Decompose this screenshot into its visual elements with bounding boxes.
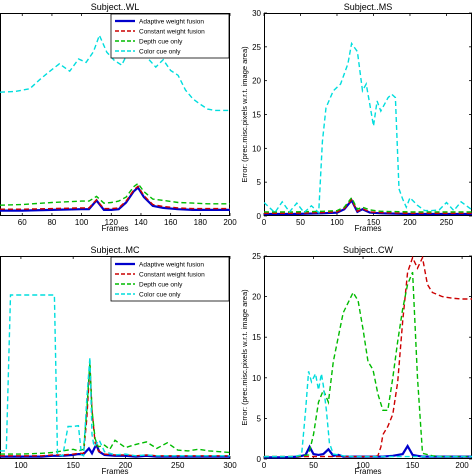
x-axis-label: Frames: [354, 467, 381, 474]
x-tick-label: 80: [47, 218, 56, 227]
x-tick-label: 0: [262, 461, 267, 470]
x-tick-label: 150: [367, 218, 381, 227]
chart-panel-4: 0 50 100 150 200 0 5 10 15 20 25 Subject..CW Frames E…: [240, 245, 472, 474]
y-tick-label: 20: [252, 293, 261, 302]
y-tick-label: 5: [257, 178, 262, 187]
legend-entry-label: Color cue only: [139, 292, 181, 299]
y-tick-label: 5: [257, 414, 262, 423]
x-tick-label: 200: [223, 218, 237, 227]
series-line-color-cue-only: [0, 294, 230, 457]
x-tick-label: 200: [403, 218, 417, 227]
chart-panel-1: 60 80 100 120 140 160 180 200 Subject..WL Frames A…: [0, 2, 237, 233]
legend-entry-label: Adaptive weight fusion: [139, 19, 204, 26]
x-axis-label: Frames: [101, 224, 128, 233]
y-tick-label: 30: [252, 9, 261, 18]
x-tick-label: 160: [164, 218, 178, 227]
x-tick-label: 250: [171, 461, 185, 470]
series-line-constant-weight-fusion: [0, 185, 230, 210]
axes-frame: [264, 13, 472, 216]
series-line-color-cue-only: [264, 371, 472, 458]
series-line-constant-weight-fusion: [264, 256, 472, 458]
chart-title: Subject..MS: [344, 2, 393, 12]
x-tick-label: 0: [262, 218, 267, 227]
x-tick-label: 200: [119, 461, 133, 470]
x-tick-label: 180: [194, 218, 208, 227]
legend-entry-label: Constant weight fusion: [139, 272, 205, 279]
y-tick-label: 10: [252, 374, 261, 383]
y-tick-label: 15: [252, 111, 261, 120]
axes-frame: [0, 13, 230, 216]
x-tick-label: 100: [75, 218, 89, 227]
y-tick-label: 20: [252, 77, 261, 86]
x-tick-label: 120: [105, 218, 119, 227]
axes-frame: [264, 256, 472, 459]
series-line-adaptive-weight-fusion: [0, 441, 230, 458]
x-tick-label: 300: [223, 461, 237, 470]
series-line-constant-weight-fusion: [264, 198, 472, 215]
series-line-constant-weight-fusion: [0, 365, 230, 457]
series-line-adaptive-weight-fusion: [264, 443, 472, 459]
y-axis-label: Error: (prec.misc.pixels w.r.t. image ar…: [240, 289, 249, 426]
legend: Adaptive weight fusion Constant weight fu…: [110, 13, 230, 59]
legend-entry-label: Depth cue only: [139, 39, 183, 46]
series-line-depth-cue-only: [0, 361, 230, 455]
x-tick-label: 150: [406, 461, 420, 470]
x-axis-label: Frames: [101, 467, 128, 474]
y-tick-label: 10: [252, 144, 261, 153]
series-line-depth-cue-only: [264, 196, 472, 213]
chart-title: Subject..CW: [343, 245, 394, 255]
x-axis-label: Frames: [354, 224, 381, 233]
legend: Adaptive weight fusion Constant weight fu…: [110, 256, 230, 302]
chart-panel-2: 0 50 100 150 200 250 0 5 10 15 20 25 30 Subject..MS Fr…: [240, 2, 472, 233]
series-line-depth-cue-only: [264, 271, 472, 458]
legend-entry-label: Adaptive weight fusion: [139, 262, 204, 269]
legend-entry-label: Color cue only: [139, 49, 181, 56]
legend-entry-label: Constant weight fusion: [139, 29, 205, 36]
x-tick-label: 100: [356, 461, 370, 470]
x-tick-label: 50: [309, 461, 318, 470]
y-axis-label: Error: (prec.misc.pixels w.r.t. image ar…: [240, 46, 249, 183]
axes-frame: [0, 256, 230, 459]
series-line-adaptive-weight-fusion: [264, 198, 472, 216]
chart-panel-3: 100 150 200 250 300 Subject..MC Frames Adaptive…: [0, 245, 237, 474]
y-tick-label: 0: [257, 455, 262, 464]
chart-title: Subject..WL: [91, 2, 140, 12]
chart-title: Subject..MC: [90, 245, 140, 255]
x-tick-label: 60: [18, 218, 27, 227]
y-tick-label: 0: [257, 212, 262, 221]
y-tick-label: 25: [252, 252, 261, 261]
series-line-adaptive-weight-fusion: [0, 185, 230, 212]
x-tick-label: 150: [67, 461, 81, 470]
x-tick-label: 200: [455, 461, 469, 470]
x-tick-label: 250: [440, 218, 454, 227]
series-line-depth-cue-only: [0, 182, 230, 206]
series-line-color-cue-only: [264, 41, 472, 215]
x-tick-label: 100: [330, 218, 344, 227]
x-tick-label: 50: [296, 218, 305, 227]
x-tick-label: 140: [134, 218, 148, 227]
x-tick-label: 100: [14, 461, 28, 470]
legend-entry-label: Depth cue only: [139, 282, 183, 289]
series-line-color-cue-only: [0, 33, 230, 112]
y-tick-label: 25: [252, 43, 261, 52]
y-tick-label: 15: [252, 333, 261, 342]
